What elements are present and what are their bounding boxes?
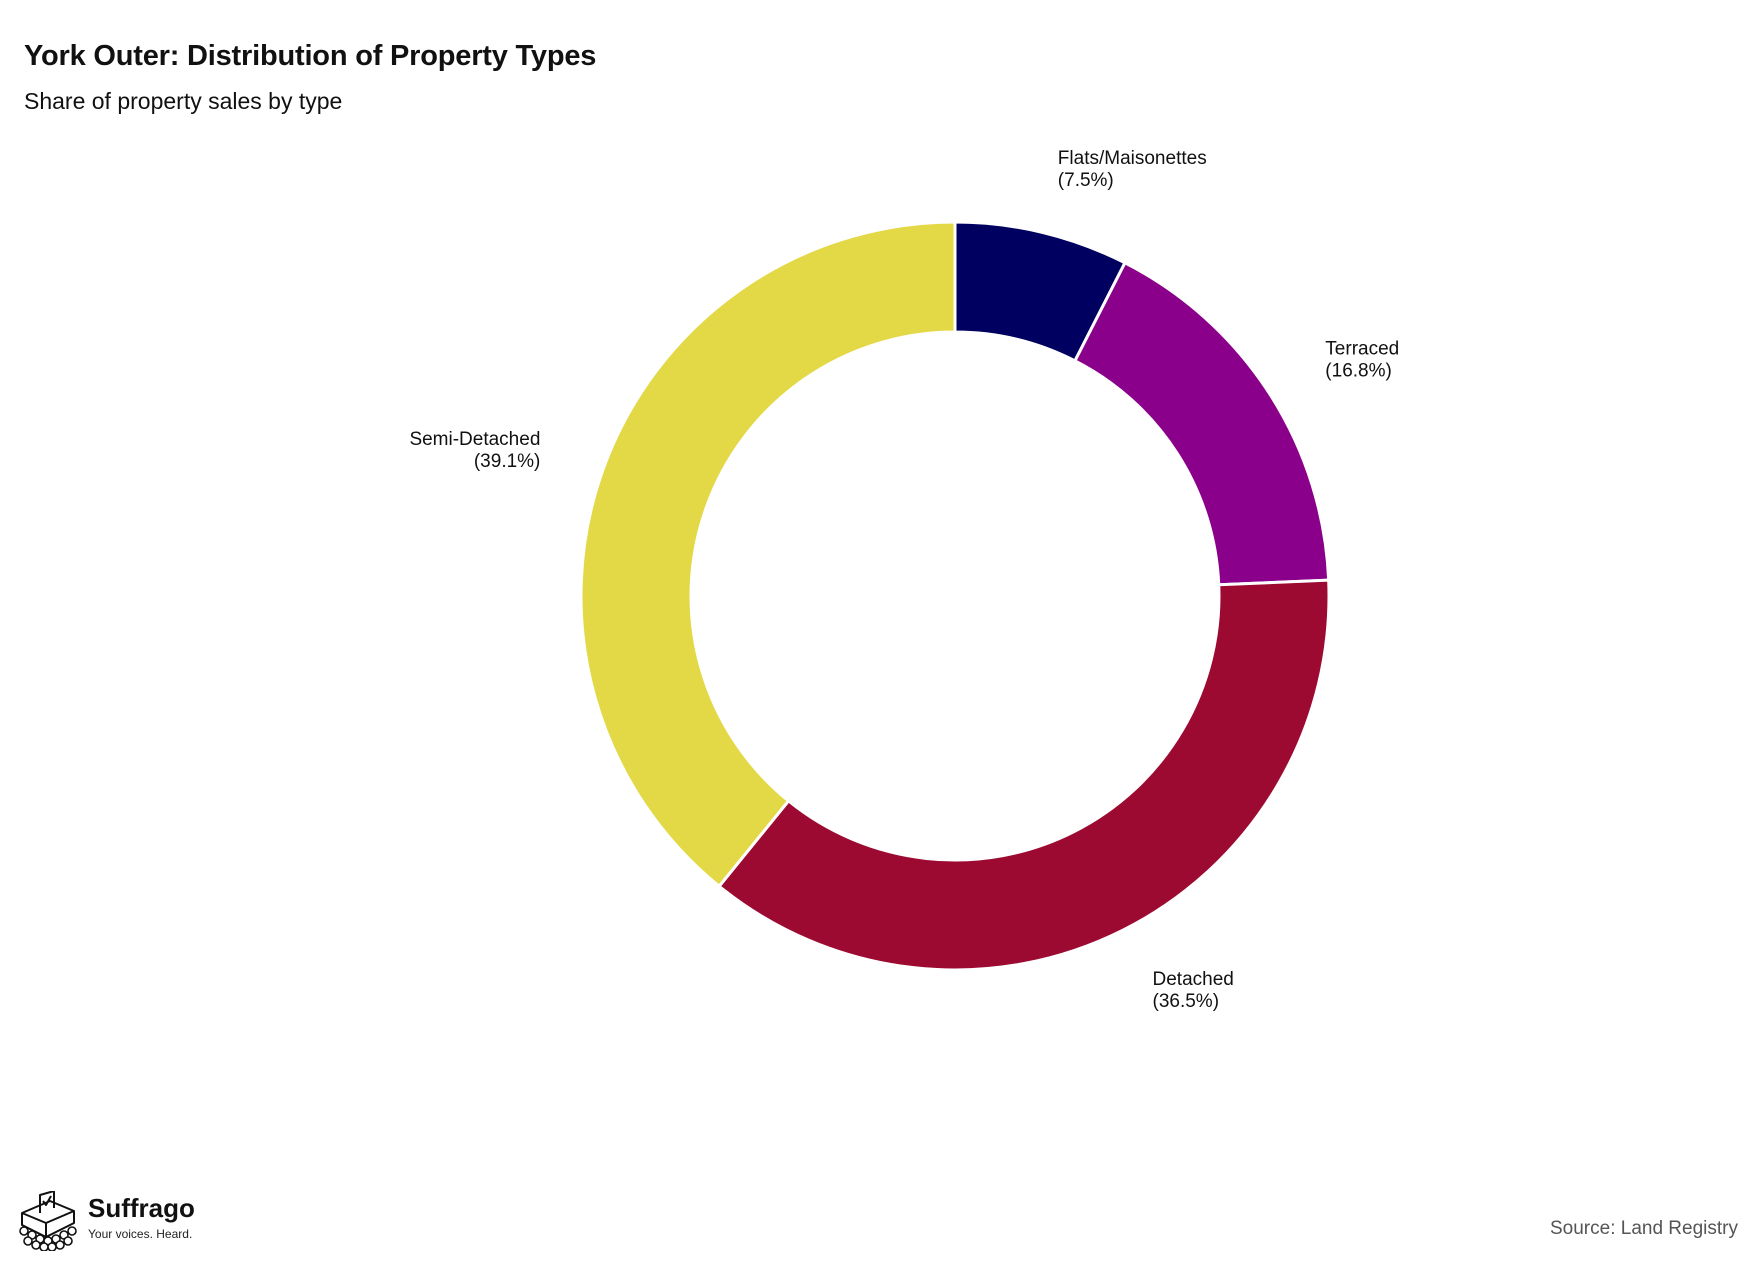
source-note: Source: Land Registry [1550,1218,1738,1239]
donut-slices [579,220,1331,972]
brand-logo: Suffrago Your voices. Heard. [16,1185,226,1255]
chart-subtitle: Share of property sales by type [24,88,343,114]
slice-detached [717,578,1331,972]
slice-terraced [1072,260,1331,587]
brand-name: Suffrago [88,1193,195,1223]
slice-labels: Flats/Maisonettes (7.5%) Terraced (16.8%) De… [409,148,1399,1012]
brand-tagline: Your voices. Heard. [88,1227,193,1241]
slice-semi-detached [579,220,957,889]
slice-label-terraced: Terraced (16.8%) [1325,338,1399,381]
slice-label-semi-detached: Semi-Detached (39.1%) [409,429,540,472]
ballot-box-icon [19,1191,77,1251]
chart-title: York Outer: Distribution of Property Typ… [24,40,597,72]
slice-label-detached: Detached (36.5%) [1153,969,1234,1012]
slice-label-flats-maisonettes: Flats/Maisonettes (7.5%) [1058,148,1207,191]
